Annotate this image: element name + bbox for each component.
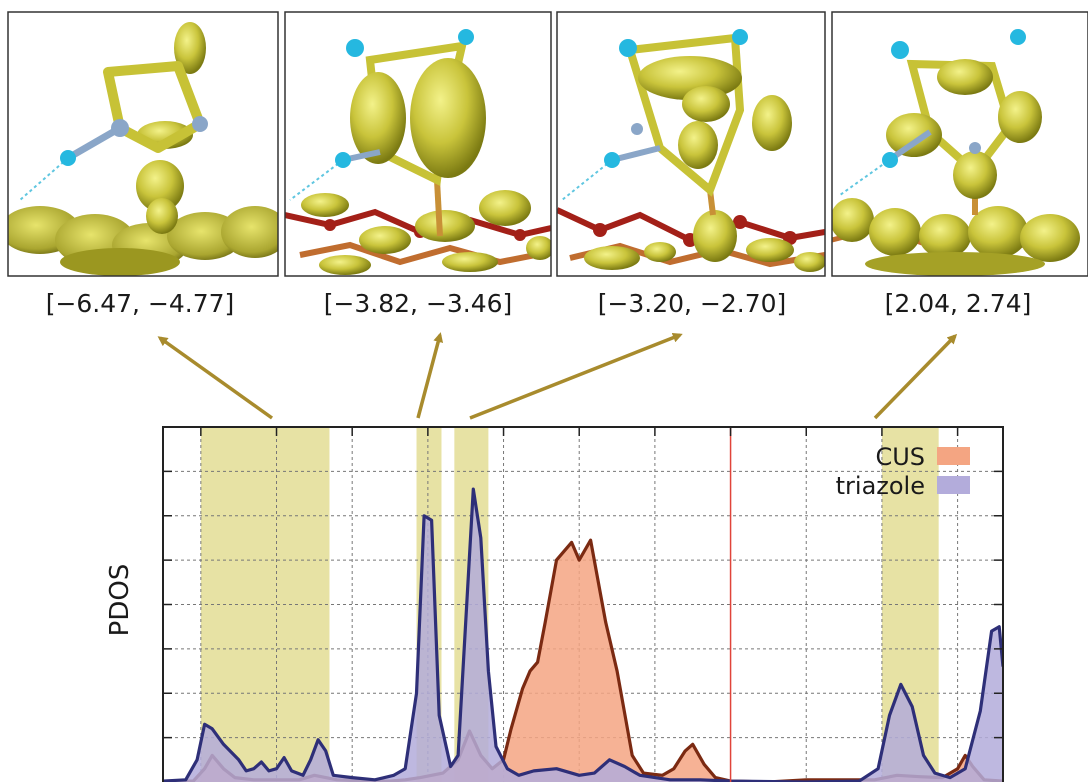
orbital-panel-3-frame: [556, 11, 826, 277]
orbital-panel-2-frame: [284, 11, 552, 277]
legend-label-triazole: triazole: [836, 472, 925, 500]
orbital-panel-4: [832, 12, 1088, 276]
orbital-panel-1: [8, 12, 278, 276]
y-axis-label: PDOS: [105, 564, 135, 637]
molecule-density-4: [839, 29, 1042, 215]
molecule-density-3: [561, 29, 792, 216]
pdos-plot: CUS triazole PDOS: [105, 426, 1004, 782]
pointer-arrows: [157, 332, 958, 420]
plot-frame: [162, 426, 1004, 782]
substrate-density-4: [832, 198, 1080, 276]
series-area-triazole: [163, 489, 1003, 782]
axis-ticks: [163, 427, 1003, 739]
substrate-density-1: [8, 206, 278, 276]
molecule-density-2: [289, 29, 486, 237]
series-line-triazole: [163, 487, 1003, 782]
legend-label-cus: CUS: [875, 443, 925, 471]
panel-label-1: [−6.47, −4.77]: [46, 289, 235, 318]
arrow-to-panel-2: [416, 332, 444, 419]
arrow-to-panel-1: [157, 336, 274, 420]
arrow-to-panel-3: [469, 332, 683, 420]
panel-label-2: [−3.82, −3.46]: [324, 289, 513, 318]
molecule-density-1: [19, 22, 208, 234]
orbital-panel-3: [557, 12, 825, 276]
orbital-panel-1-frame: [7, 11, 279, 277]
legend: CUS triazole: [836, 443, 970, 500]
orbital-panel-2: [285, 12, 551, 276]
series-area-cus: [163, 540, 1003, 782]
panel-label-4: [2.04, 2.74]: [885, 289, 1032, 318]
panel-label-3: [−3.20, −2.70]: [598, 289, 787, 318]
series-areas: [163, 487, 1003, 782]
legend-swatch-triazole: [937, 476, 970, 494]
substrate-density-2: [301, 190, 551, 275]
substrate-density-3: [584, 210, 825, 272]
orbital-panel-4-frame: [831, 11, 1088, 277]
arrow-to-panel-4: [873, 333, 958, 420]
legend-swatch-cus: [937, 447, 970, 465]
